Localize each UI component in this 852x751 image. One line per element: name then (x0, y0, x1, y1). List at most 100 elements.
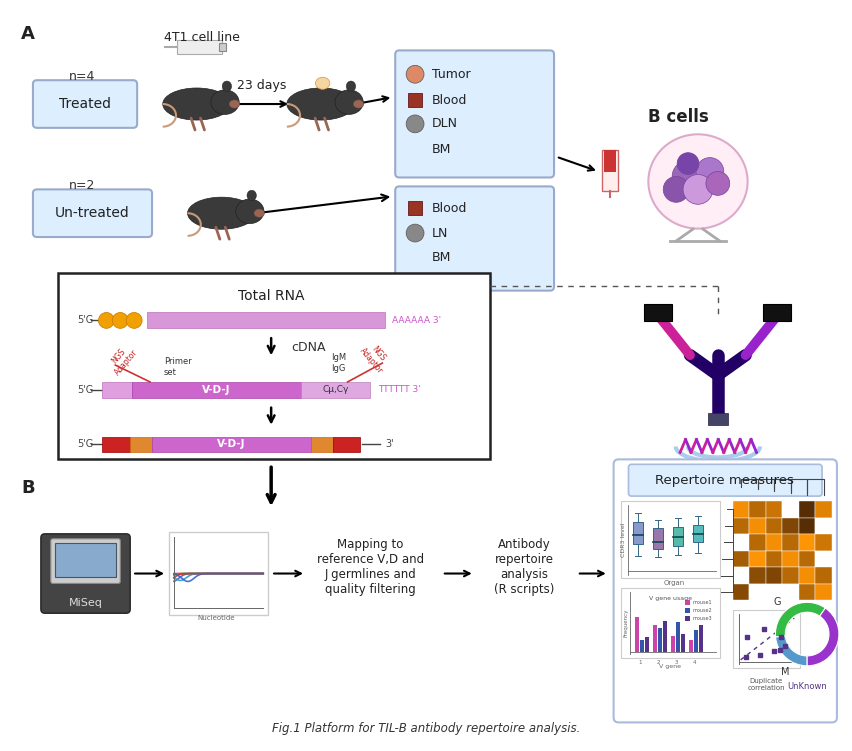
Bar (620, 589, 720, 658)
Text: Frequency: Frequency (623, 609, 628, 638)
Bar (815, 534, 832, 550)
Text: LN: LN (432, 227, 448, 240)
Bar (749, 584, 766, 600)
Text: 1: 1 (639, 660, 642, 665)
FancyBboxPatch shape (33, 80, 137, 128)
Bar (766, 550, 782, 567)
Bar (653, 529, 663, 548)
Bar (694, 630, 698, 652)
Bar (799, 517, 815, 534)
Bar (749, 501, 766, 517)
Text: P: P (131, 316, 137, 325)
Bar (766, 584, 782, 600)
Ellipse shape (254, 209, 264, 217)
Ellipse shape (287, 88, 354, 120)
Bar (641, 641, 644, 652)
FancyBboxPatch shape (33, 189, 152, 237)
Bar (659, 629, 662, 652)
Bar (733, 517, 749, 534)
Bar (766, 501, 782, 517)
Bar (685, 617, 690, 621)
Bar (332, 436, 360, 452)
Bar (644, 303, 672, 321)
Text: Total RNA: Total RNA (238, 288, 304, 303)
Bar (782, 501, 799, 517)
Bar (766, 567, 782, 584)
Text: Primer
set: Primer set (164, 357, 192, 376)
Text: 23 days: 23 days (237, 79, 286, 92)
Bar (749, 534, 766, 550)
Bar (685, 600, 690, 605)
Bar (799, 550, 815, 567)
Circle shape (683, 174, 713, 204)
Bar (749, 517, 766, 534)
Bar (689, 640, 693, 652)
Bar (653, 625, 657, 652)
Bar (219, 44, 227, 51)
Text: Organ: Organ (664, 581, 685, 587)
Bar (102, 436, 130, 452)
FancyBboxPatch shape (629, 464, 822, 496)
Bar (147, 312, 385, 328)
Text: G: G (774, 597, 781, 607)
Text: UnKnown: UnKnown (787, 682, 827, 691)
Bar (408, 93, 422, 107)
Text: A: A (21, 25, 35, 43)
Bar (708, 413, 728, 424)
Bar (763, 303, 792, 321)
Text: DLN: DLN (432, 117, 458, 131)
Text: mouse3: mouse3 (692, 616, 711, 621)
Bar (699, 625, 703, 652)
Bar (132, 382, 301, 398)
Bar (685, 608, 690, 614)
Bar (733, 584, 749, 600)
Bar (130, 436, 152, 452)
Text: 3': 3' (385, 439, 394, 450)
Bar (733, 567, 749, 584)
Bar (815, 567, 832, 584)
Bar (408, 201, 422, 216)
Text: NGS
Adaptor: NGS Adaptor (106, 342, 140, 377)
Text: AAAAAA 3': AAAAAA 3' (392, 316, 441, 325)
Wedge shape (807, 608, 839, 666)
Text: 4: 4 (693, 660, 696, 665)
Bar (782, 517, 799, 534)
Text: n=2: n=2 (69, 179, 95, 192)
Bar (799, 534, 815, 550)
Bar (815, 584, 832, 600)
Ellipse shape (315, 77, 330, 89)
Bar (169, 532, 268, 615)
Circle shape (406, 115, 424, 133)
Circle shape (677, 152, 699, 174)
Text: Blood: Blood (432, 202, 468, 215)
Bar (673, 526, 683, 546)
Ellipse shape (229, 100, 239, 108)
Ellipse shape (648, 134, 747, 228)
Bar (799, 567, 815, 584)
FancyBboxPatch shape (613, 460, 837, 722)
Circle shape (126, 312, 142, 328)
Wedge shape (775, 602, 826, 637)
Text: MiSeq: MiSeq (69, 599, 102, 608)
Ellipse shape (187, 198, 256, 229)
Bar (733, 611, 800, 668)
Bar (733, 534, 749, 550)
Bar (733, 501, 749, 517)
Text: B: B (21, 479, 35, 497)
Bar (782, 584, 799, 600)
Bar (633, 522, 643, 544)
Text: 3: 3 (675, 660, 678, 665)
Text: B cells: B cells (648, 108, 709, 126)
Bar (766, 534, 782, 550)
Bar (815, 550, 832, 567)
Bar (55, 543, 117, 578)
Text: cDNA: cDNA (291, 341, 325, 354)
Bar (663, 620, 667, 652)
Bar (799, 501, 815, 517)
FancyBboxPatch shape (395, 186, 554, 291)
Text: V-D-J: V-D-J (202, 385, 231, 395)
Bar (152, 436, 311, 452)
Bar (620, 501, 720, 578)
Bar (799, 584, 815, 600)
Bar (749, 567, 766, 584)
